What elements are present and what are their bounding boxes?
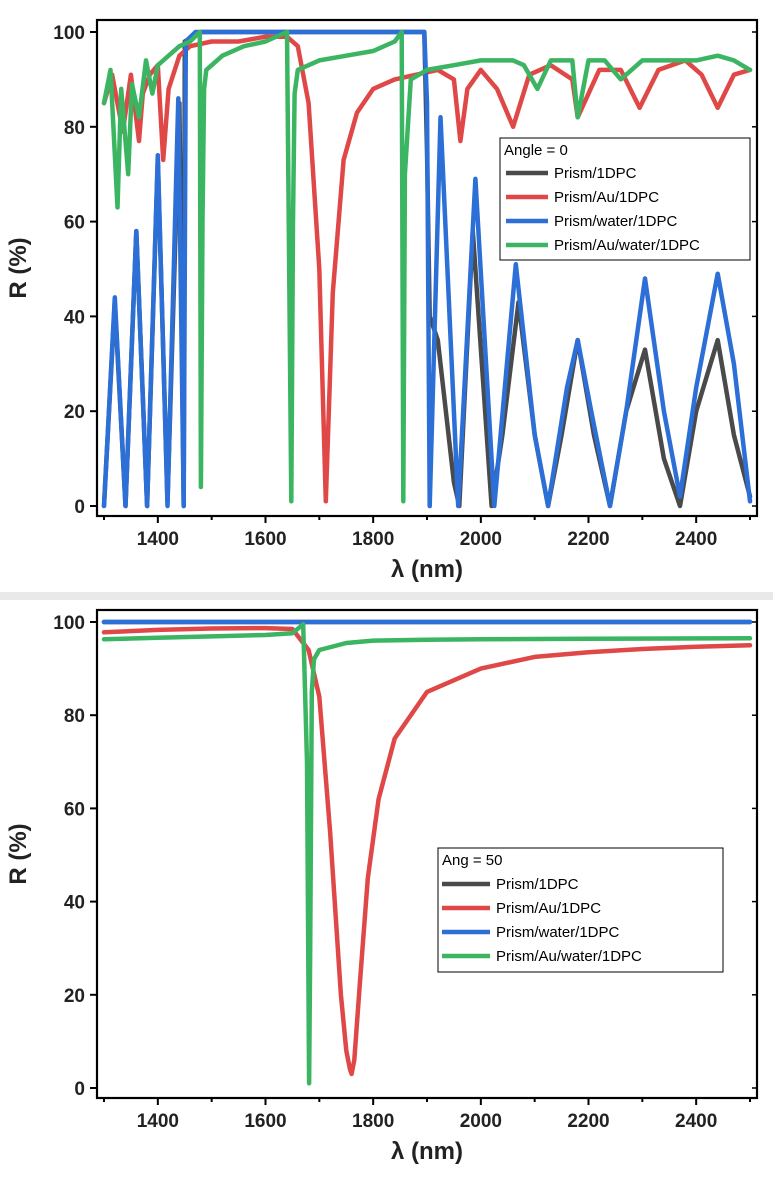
series-line-4: [101, 622, 753, 1086]
y-tick-label: 80: [64, 706, 85, 727]
series-group: [101, 29, 753, 509]
legend-title: Ang = 50: [442, 852, 502, 869]
x-tick-label: 1800: [352, 529, 394, 550]
y-tick-label: 100: [53, 23, 85, 44]
x-tick-label: 2400: [675, 529, 717, 550]
legend-label-4: Prism/Au/water/1DPC: [554, 237, 700, 254]
y-tick-label: 60: [64, 213, 85, 234]
legend: Angle = 0 Prism/1DPC Prism/Au/1DPC Prism/wa…: [499, 137, 751, 261]
x-tick-label: 2000: [460, 529, 502, 550]
panel-divider: [0, 592, 773, 600]
y-tick-label: 80: [64, 118, 85, 139]
legend-label-1: Prism/1DPC: [554, 165, 637, 182]
x-tick-label: 1600: [244, 529, 286, 550]
legend-title: Angle = 0: [504, 142, 568, 159]
chart-angle-50: 0 20 40 60 80 100 1400 1600 1800 2000 2200 2400 λ (n…: [5, 608, 759, 1165]
legend-label-4: Prism/Au/water/1DPC: [496, 948, 642, 965]
series-line-3: [101, 29, 753, 509]
chart-angle-0: 0 20 40 60 80 100 1400 1600 1800 2000 2200 2400 λ (n…: [5, 18, 759, 583]
x-tick-label: 2200: [567, 1111, 609, 1132]
series-group: [101, 619, 753, 1086]
chart-panel-angle-50: 0 20 40 60 80 100 1400 1600 1800 2000 2200 2400 λ (n…: [0, 600, 773, 1194]
y-tick-label: 60: [64, 799, 85, 820]
y-axis-title: R (%): [5, 823, 32, 884]
series-line-4: [101, 29, 753, 504]
y-tick-label: 100: [53, 613, 85, 634]
y-axis-title: R (%): [5, 237, 32, 298]
legend-label-2: Prism/Au/1DPC: [554, 189, 659, 206]
legend-label-1: Prism/1DPC: [496, 876, 579, 893]
y-tick-label: 20: [64, 986, 85, 1007]
x-tick-label: 1400: [137, 529, 179, 550]
x-tick-label: 2400: [675, 1111, 717, 1132]
y-tick-label: 20: [64, 402, 85, 423]
legend-label-3: Prism/water/1DPC: [554, 213, 678, 230]
x-tick-label: 2000: [460, 1111, 502, 1132]
y-tick-label: 0: [74, 1079, 85, 1100]
y-tick-label: 40: [64, 893, 85, 914]
x-axis-title: λ (nm): [391, 556, 463, 583]
series-line-2: [101, 625, 753, 1077]
x-axis-title: λ (nm): [391, 1138, 463, 1165]
y-tick-label: 0: [74, 497, 85, 518]
x-tick-label: 1800: [352, 1111, 394, 1132]
x-tick-label: 1600: [244, 1111, 286, 1132]
chart-panel-angle-0: 0 20 40 60 80 100 1400 1600 1800 2000 2200 2400 λ (n…: [0, 0, 773, 592]
x-tick-label: 2200: [567, 529, 609, 550]
x-tick-label: 1400: [137, 1111, 179, 1132]
legend-label-2: Prism/Au/1DPC: [496, 900, 601, 917]
y-tick-label: 40: [64, 307, 85, 328]
legend: Ang = 50 Prism/1DPC Prism/Au/1DPC Prism/wat…: [437, 847, 724, 973]
legend-label-3: Prism/water/1DPC: [496, 924, 620, 941]
